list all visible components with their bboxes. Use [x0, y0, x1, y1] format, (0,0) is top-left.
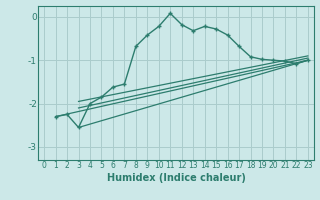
X-axis label: Humidex (Indice chaleur): Humidex (Indice chaleur): [107, 173, 245, 183]
